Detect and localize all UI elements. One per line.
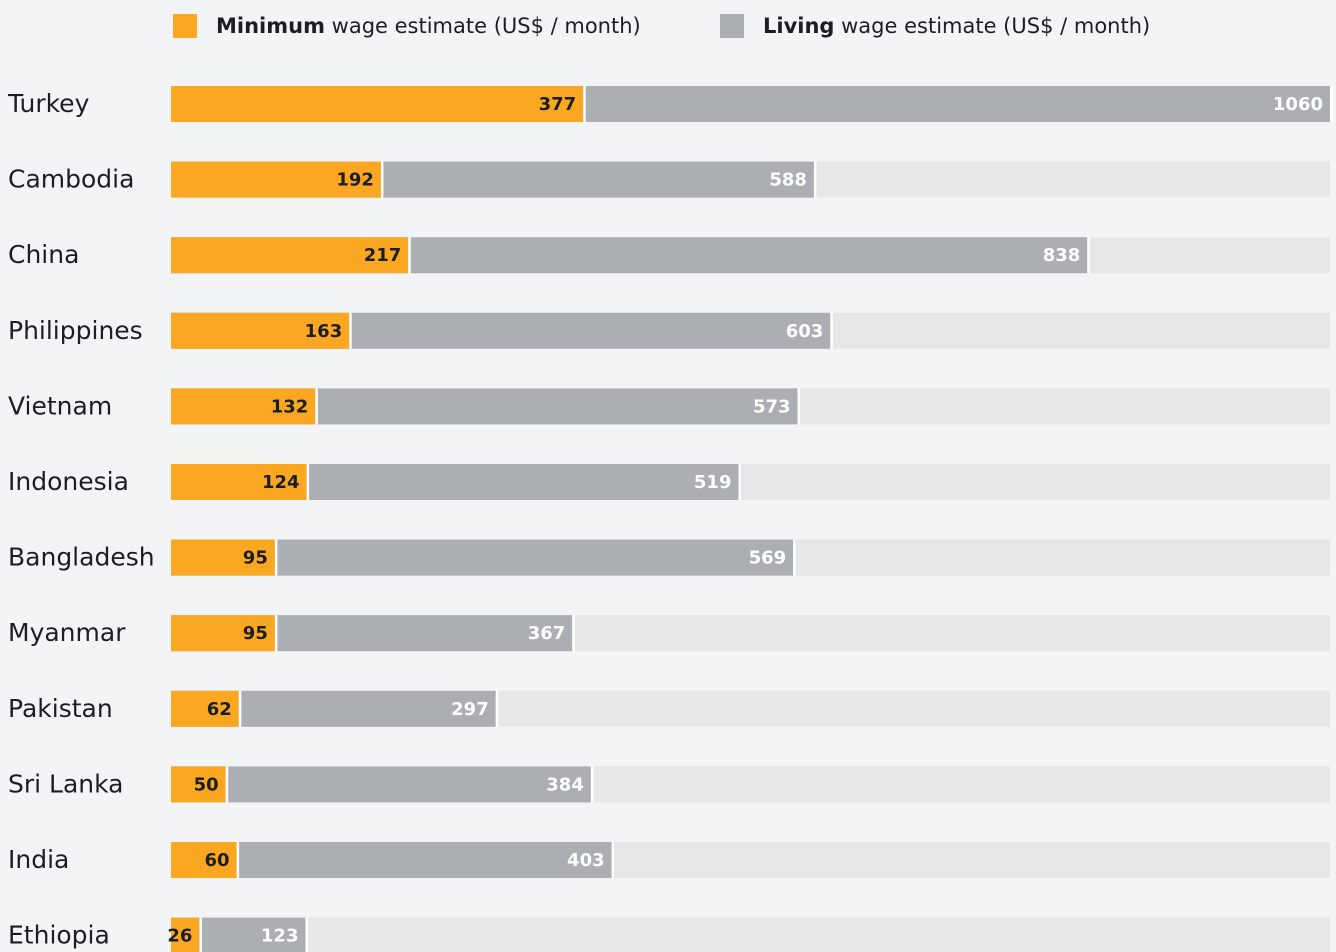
value-label: 124 [262, 472, 300, 493]
category-label: Ethiopia [8, 921, 110, 950]
value-label: 588 [769, 170, 807, 191]
bar-separator [306, 464, 310, 500]
bar-separator [583, 86, 586, 122]
bar [171, 842, 237, 878]
bar-separator [274, 539, 278, 576]
bar [171, 539, 275, 576]
bar [171, 766, 226, 803]
value-label: 403 [567, 850, 605, 871]
bar-separator [238, 690, 242, 727]
bar [171, 312, 350, 349]
bar-separator [590, 766, 594, 803]
value-label: 569 [749, 548, 787, 569]
bar-separator [349, 312, 352, 349]
value-label: 1060 [1273, 94, 1323, 115]
legend-swatch [173, 14, 197, 38]
bar [171, 464, 307, 500]
value-label: 62 [207, 699, 232, 720]
value-label: 573 [753, 396, 791, 417]
value-label: 838 [1043, 245, 1081, 266]
bar-separator [830, 312, 833, 349]
bar-separator [305, 917, 308, 952]
value-label: 132 [271, 396, 309, 417]
bar [171, 842, 612, 878]
category-label: Cambodia [8, 165, 134, 194]
bar-separator [408, 237, 411, 274]
category-label: Indonesia [8, 467, 129, 496]
bar-separator [572, 615, 575, 652]
bar-separator [236, 842, 240, 878]
legend-label: Living wage estimate (US$ / month) [763, 14, 1150, 38]
value-label: 519 [694, 472, 732, 493]
category-label: Bangladesh [8, 543, 155, 572]
bar-separator [611, 842, 615, 878]
track [171, 917, 1330, 952]
value-label: 384 [546, 774, 584, 795]
bar [171, 690, 239, 727]
value-label: 377 [539, 94, 577, 115]
bar-separator [793, 539, 796, 576]
category-label: India [8, 845, 69, 874]
value-label: 95 [243, 623, 268, 644]
value-label: 297 [451, 699, 489, 720]
legend-label: Minimum wage estimate (US$ / month) [216, 14, 641, 38]
bar-separator [1330, 86, 1333, 122]
bar-separator [199, 917, 202, 952]
bar [171, 766, 591, 803]
bar [171, 615, 275, 652]
bar-separator [797, 388, 801, 425]
bar [171, 388, 316, 425]
bar-separator [738, 464, 741, 500]
bar-separator [315, 388, 318, 425]
category-label: Sri Lanka [8, 769, 124, 798]
bar-separator [495, 690, 499, 727]
category-label: Turkey [7, 89, 90, 118]
value-label: 603 [786, 321, 824, 342]
category-label: Pakistan [8, 694, 113, 723]
bar-separator [380, 161, 384, 198]
bar-separator [274, 615, 278, 652]
bar [171, 917, 200, 952]
value-label: 163 [305, 321, 343, 342]
category-label: Vietnam [8, 391, 112, 420]
value-label: 123 [261, 926, 299, 947]
bar-separator [813, 161, 817, 198]
value-label: 217 [364, 245, 402, 266]
bar [171, 237, 409, 274]
category-label: China [8, 240, 79, 269]
value-label: 50 [194, 774, 219, 795]
bar-separator [1087, 237, 1090, 274]
category-label: Philippines [8, 316, 143, 345]
value-label: 60 [205, 850, 230, 871]
bar [171, 161, 381, 198]
category-label: Myanmar [8, 618, 126, 647]
value-label: 26 [167, 926, 192, 947]
value-label: 367 [528, 623, 566, 644]
value-label: 95 [243, 548, 268, 569]
bar [171, 86, 584, 122]
bar-separator [225, 766, 229, 803]
legend-swatch [720, 14, 744, 38]
value-label: 192 [336, 170, 374, 191]
